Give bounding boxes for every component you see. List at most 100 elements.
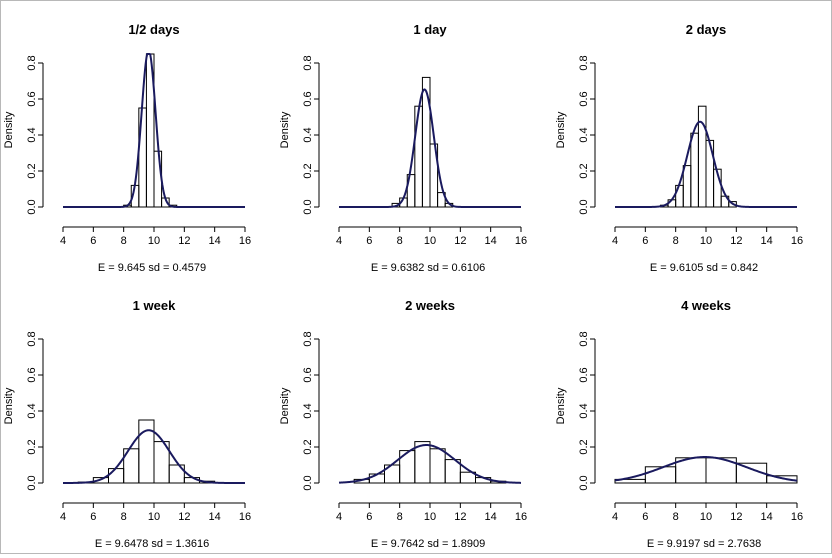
x-tick-label: 12 xyxy=(178,235,190,247)
x-tick-label: 14 xyxy=(209,235,221,247)
density-curve xyxy=(338,444,522,484)
y-tick-label: 0.0 xyxy=(26,475,38,490)
summary-stats: E = 9.9197 sd = 2.7638 xyxy=(647,538,761,550)
y-tick-label: 0.0 xyxy=(302,199,314,214)
x-tick-label: 16 xyxy=(239,511,251,523)
x-tick-label: 4 xyxy=(60,511,66,523)
y-tick-label: 0.4 xyxy=(26,403,38,418)
x-tick-label: 14 xyxy=(209,511,221,523)
histogram-panel: 1 week 4 6 8 10 12 14 16 0.0 0.2 0.4 0.6 0.8 Density E… xyxy=(3,298,251,550)
histogram-panel: 2 weeks 4 6 8 10 12 14 16 0.0 0.2 0.4 0.6 0.8 Density… xyxy=(279,298,527,550)
histogram-bar xyxy=(429,448,446,484)
y-tick-label: 0.8 xyxy=(578,331,590,346)
summary-stats: E = 9.6478 sd = 1.3616 xyxy=(95,538,209,550)
y-tick-label: 0.4 xyxy=(578,403,590,418)
x-tick-label: 8 xyxy=(397,511,403,523)
x-tick-label: 16 xyxy=(239,235,251,247)
histogram-bar xyxy=(108,468,125,484)
x-tick-label: 8 xyxy=(121,511,127,523)
histogram-bar xyxy=(153,150,163,208)
x-tick-label: 4 xyxy=(612,235,618,247)
x-tick-label: 12 xyxy=(730,235,742,247)
y-tick-label: 0.6 xyxy=(302,367,314,382)
y-tick-label: 0.2 xyxy=(578,439,590,454)
x-tick-label: 14 xyxy=(761,235,773,247)
x-tick-label: 10 xyxy=(700,235,712,247)
density-curve xyxy=(339,88,521,208)
summary-stats: E = 9.645 sd = 0.4579 xyxy=(98,262,206,274)
x-tick-label: 10 xyxy=(148,511,160,523)
histogram-bar xyxy=(444,459,461,484)
histogram-bar xyxy=(644,466,677,484)
summary-stats: E = 9.6382 sd = 0.6106 xyxy=(371,262,485,274)
x-tick-label: 4 xyxy=(336,235,342,247)
panel-title: 1 week xyxy=(133,298,176,313)
y-axis-label: Density xyxy=(3,111,15,148)
y-tick-label: 0.4 xyxy=(302,127,314,142)
y-tick-label: 0.4 xyxy=(26,127,38,142)
x-tick-label: 12 xyxy=(454,235,466,247)
histogram-panel: 4 weeks 4 6 8 10 12 14 16 0.0 0.2 0.4 0.6 0.8 Density… xyxy=(555,298,803,550)
histogram-bar xyxy=(728,201,737,208)
histogram-bar xyxy=(437,192,446,208)
y-axis-label: Density xyxy=(555,387,567,424)
y-tick-label: 0.2 xyxy=(302,163,314,178)
x-tick-label: 8 xyxy=(121,235,127,247)
y-tick-label: 0.2 xyxy=(26,439,38,454)
histogram-bar xyxy=(168,464,185,484)
y-tick-label: 0.2 xyxy=(26,163,38,178)
histogram-bar xyxy=(690,132,699,208)
y-axis-label: Density xyxy=(555,111,567,148)
y-tick-label: 0.8 xyxy=(26,331,38,346)
y-tick-label: 0.4 xyxy=(302,403,314,418)
x-tick-label: 14 xyxy=(485,235,497,247)
x-tick-label: 14 xyxy=(485,511,497,523)
y-tick-label: 0.0 xyxy=(578,199,590,214)
histogram-bar xyxy=(766,475,798,484)
x-tick-label: 6 xyxy=(366,235,372,247)
x-tick-label: 8 xyxy=(397,235,403,247)
histogram-panel: 2 days 4 6 8 10 12 14 16 0.0 0.2 0.4 0.6 0.8 Density E… xyxy=(555,22,803,274)
histogram-panel: 1/2 days 4 6 8 10 12 14 16 0.0 0.2 0.4 0.6 0.8 Densit… xyxy=(3,22,251,274)
x-tick-label: 16 xyxy=(791,235,803,247)
panel-title: 1 day xyxy=(413,22,447,37)
y-axis-label: Density xyxy=(279,387,291,424)
x-tick-label: 10 xyxy=(424,235,436,247)
x-tick-label: 10 xyxy=(424,511,436,523)
density-curve xyxy=(614,456,798,482)
histogram-bar xyxy=(421,76,431,208)
y-tick-label: 0.8 xyxy=(302,331,314,346)
x-tick-label: 6 xyxy=(90,235,96,247)
y-tick-label: 0.6 xyxy=(578,91,590,106)
histogram-panel: 1 day 4 6 8 10 12 14 16 0.0 0.2 0.4 0.6 0.8 Density E … xyxy=(279,22,527,274)
y-tick-label: 0.8 xyxy=(578,55,590,70)
y-tick-label: 0.2 xyxy=(302,439,314,454)
x-tick-label: 4 xyxy=(60,235,66,247)
panel-title: 1/2 days xyxy=(128,22,179,37)
y-tick-label: 0.8 xyxy=(302,55,314,70)
x-tick-label: 6 xyxy=(642,235,648,247)
y-axis-label: Density xyxy=(279,111,291,148)
histogram-bar xyxy=(682,165,692,208)
density-curve xyxy=(63,53,245,208)
x-tick-label: 10 xyxy=(700,511,712,523)
y-tick-label: 0.6 xyxy=(302,91,314,106)
summary-stats: E = 9.7642 sd = 1.8909 xyxy=(371,538,485,550)
x-tick-label: 14 xyxy=(761,511,773,523)
histogram-bar xyxy=(138,419,155,484)
histogram-bar xyxy=(153,441,170,484)
y-tick-label: 0.8 xyxy=(26,55,38,70)
histogram-bar xyxy=(735,462,768,484)
x-tick-label: 12 xyxy=(454,511,466,523)
y-tick-label: 0.6 xyxy=(26,367,38,382)
x-tick-label: 4 xyxy=(336,511,342,523)
y-axis-label: Density xyxy=(3,387,15,424)
x-tick-label: 6 xyxy=(90,511,96,523)
x-tick-label: 16 xyxy=(515,511,527,523)
histogram-bar xyxy=(429,143,439,208)
x-tick-label: 4 xyxy=(612,511,618,523)
x-tick-label: 8 xyxy=(673,235,679,247)
y-tick-label: 0.2 xyxy=(578,163,590,178)
